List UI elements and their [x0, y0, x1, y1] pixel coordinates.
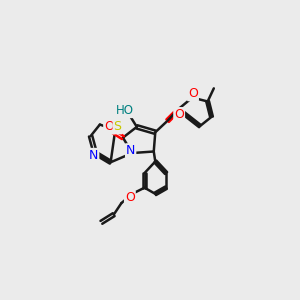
Text: S: S: [114, 120, 122, 134]
Text: O: O: [174, 108, 184, 121]
Text: N: N: [126, 144, 135, 157]
Text: O: O: [104, 120, 114, 134]
Text: O: O: [188, 87, 198, 100]
Text: O: O: [125, 191, 135, 204]
Text: HO: HO: [116, 104, 134, 117]
Text: N: N: [89, 149, 98, 162]
